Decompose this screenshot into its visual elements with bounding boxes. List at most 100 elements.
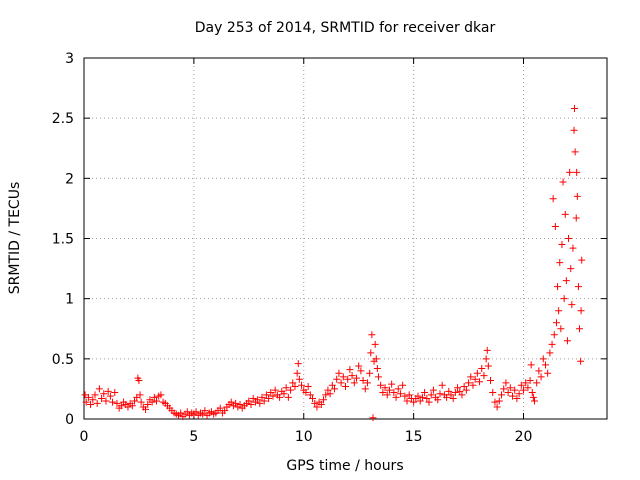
data-point bbox=[294, 360, 302, 368]
data-point bbox=[529, 393, 537, 401]
data-point bbox=[458, 391, 466, 399]
data-point bbox=[517, 381, 525, 389]
data-point bbox=[551, 222, 559, 230]
data-point bbox=[577, 357, 585, 365]
data-point bbox=[504, 389, 512, 397]
x-tick-label: 20 bbox=[515, 429, 533, 445]
x-tick-label: 10 bbox=[295, 429, 313, 445]
data-point bbox=[571, 148, 579, 156]
data-point bbox=[526, 376, 534, 384]
data-point bbox=[511, 386, 519, 394]
data-point bbox=[447, 391, 455, 399]
data-point bbox=[324, 386, 332, 394]
data-point bbox=[487, 376, 495, 384]
data-point bbox=[377, 381, 385, 389]
data-point bbox=[456, 387, 464, 395]
data-point bbox=[527, 361, 535, 369]
data-point bbox=[495, 397, 503, 405]
data-point bbox=[102, 397, 110, 405]
data-point bbox=[236, 401, 244, 409]
data-point bbox=[157, 391, 165, 399]
data-point bbox=[254, 396, 262, 404]
data-point bbox=[192, 408, 200, 416]
data-point bbox=[465, 379, 473, 387]
data-points bbox=[81, 105, 586, 422]
data-point bbox=[313, 403, 321, 411]
chart-title: Day 253 of 2014, SRMTID for receiver dka… bbox=[195, 20, 496, 36]
data-point bbox=[328, 381, 336, 389]
data-point bbox=[554, 283, 562, 291]
data-point bbox=[289, 379, 297, 387]
data-point bbox=[317, 401, 325, 409]
data-point bbox=[104, 387, 112, 395]
data-point bbox=[109, 398, 117, 406]
x-axis-label: GPS time / hours bbox=[286, 458, 403, 474]
data-point bbox=[549, 195, 557, 203]
data-point bbox=[544, 369, 552, 377]
data-point bbox=[260, 397, 268, 405]
data-point bbox=[333, 375, 341, 383]
data-point bbox=[423, 395, 431, 403]
data-point bbox=[563, 337, 571, 345]
y-axis-label: SRMTID / TECUs bbox=[7, 182, 23, 295]
data-point bbox=[269, 392, 277, 400]
data-point bbox=[498, 391, 506, 399]
data-point bbox=[574, 283, 582, 291]
data-point bbox=[82, 398, 90, 406]
data-point bbox=[576, 325, 584, 333]
data-point bbox=[500, 385, 508, 393]
data-point bbox=[367, 349, 375, 357]
y-tick-label: 0.5 bbox=[52, 352, 74, 368]
data-point bbox=[311, 399, 319, 407]
data-point bbox=[284, 393, 292, 401]
data-point bbox=[557, 325, 565, 333]
data-point bbox=[201, 407, 209, 415]
data-point bbox=[530, 397, 538, 405]
data-point bbox=[98, 395, 106, 403]
data-point bbox=[339, 373, 347, 381]
data-point bbox=[482, 355, 490, 363]
data-point bbox=[282, 384, 290, 392]
data-point bbox=[577, 307, 585, 315]
data-point bbox=[570, 126, 578, 134]
data-point bbox=[539, 355, 547, 363]
data-point bbox=[483, 346, 491, 354]
data-point bbox=[560, 295, 568, 303]
data-point bbox=[346, 366, 354, 374]
data-point bbox=[565, 235, 573, 242]
data-point bbox=[438, 381, 446, 389]
data-point bbox=[331, 385, 339, 393]
data-point bbox=[427, 391, 435, 399]
y-tick-label: 3 bbox=[65, 51, 74, 67]
data-point bbox=[449, 395, 457, 403]
data-point bbox=[113, 399, 121, 407]
data-point bbox=[267, 389, 275, 397]
y-tick-label: 2 bbox=[65, 171, 74, 187]
data-point bbox=[381, 384, 389, 392]
data-point bbox=[421, 389, 429, 397]
data-point bbox=[136, 391, 144, 399]
data-point bbox=[394, 385, 402, 393]
data-point bbox=[443, 393, 451, 401]
data-point bbox=[304, 383, 312, 391]
data-point bbox=[247, 401, 255, 409]
data-point bbox=[355, 362, 363, 370]
data-point bbox=[558, 241, 566, 249]
data-point bbox=[405, 391, 413, 399]
data-point bbox=[276, 393, 284, 401]
data-point bbox=[93, 399, 101, 407]
data-point bbox=[216, 404, 224, 412]
data-point bbox=[533, 379, 541, 387]
data-point bbox=[352, 374, 360, 382]
data-point bbox=[528, 389, 536, 397]
data-point bbox=[87, 401, 95, 409]
data-point bbox=[451, 389, 459, 397]
data-point bbox=[462, 386, 470, 394]
data-point bbox=[368, 331, 376, 339]
data-point bbox=[344, 375, 352, 383]
data-point bbox=[515, 390, 523, 398]
data-point bbox=[396, 390, 404, 398]
data-point bbox=[509, 392, 517, 400]
data-point bbox=[357, 367, 365, 375]
